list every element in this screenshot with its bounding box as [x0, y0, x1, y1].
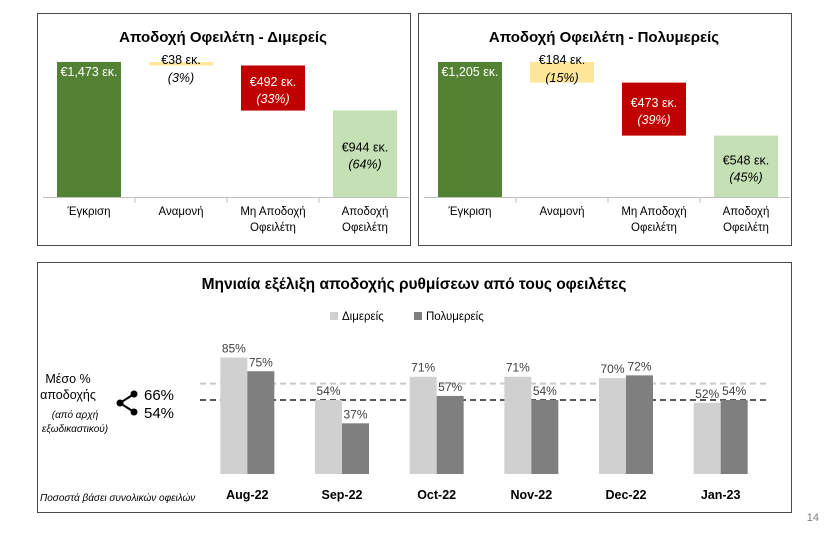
value-label-4: €548 εκ.	[723, 153, 770, 167]
bar-Dec-22-1	[599, 378, 626, 474]
legend-label-2: Πολυμερείς	[426, 311, 484, 323]
category-label: Sep-22	[322, 488, 363, 502]
pct-label-2: (3%)	[168, 71, 194, 85]
bar-Sep-22-2	[342, 423, 369, 474]
category-label: Οφειλέτη	[631, 222, 677, 234]
panel-bilateral: Αποδοχή Οφειλέτη - Διμερείς €1,473 εκ. €38…	[37, 13, 411, 246]
bar-1	[57, 62, 121, 197]
chart-title: Αποδοχή Οφειλέτη - Διμερείς	[119, 29, 327, 46]
value-label-2: €184 εκ.	[539, 53, 586, 67]
connector-dot	[130, 390, 138, 398]
category-label: Oct-22	[417, 488, 456, 502]
data-label: 54%	[533, 384, 557, 398]
data-label: 71%	[506, 361, 530, 375]
data-label: 54%	[722, 384, 746, 398]
pct-label-3: (33%)	[256, 92, 289, 106]
average-title: Μέσο %	[45, 372, 90, 386]
bar-Jan-23-1	[693, 402, 721, 474]
bar-Aug-22-1	[220, 357, 248, 474]
category-label: Jan-23	[701, 488, 741, 502]
category-label: Έγκριση	[66, 206, 110, 218]
category-label: Aug-22	[226, 488, 268, 502]
value-label-3: €473 εκ.	[631, 96, 678, 110]
category-label: Αναμονή	[158, 206, 203, 218]
data-label: 72%	[627, 359, 651, 373]
category-label: Έγκριση	[447, 206, 491, 218]
bar-2	[149, 62, 213, 66]
bar-Dec-22-2	[626, 375, 653, 474]
value-label-3: €492 εκ.	[250, 75, 297, 89]
bar-Sep-22-1	[315, 400, 342, 474]
panel-monthly: Μηνιαία εξέλιξη αποδοχής ρυθμίσεων από τ…	[37, 262, 792, 513]
bar-4	[714, 135, 778, 197]
average-note: (από αρχή	[52, 409, 99, 421]
bar-4	[333, 110, 397, 197]
category-label: Αποδοχή	[342, 206, 389, 218]
bar-2	[530, 62, 594, 83]
data-label: 85%	[222, 342, 246, 356]
data-label: 54%	[316, 384, 340, 398]
average-value-1: 66%	[144, 387, 174, 404]
category-label: Αποδοχή	[723, 206, 770, 218]
connector-dot	[130, 408, 138, 416]
data-label: 37%	[343, 407, 367, 421]
bilateral-waterfall-chart: Αποδοχή Οφειλέτη - Διμερείς €1,473 εκ. €38…	[43, 29, 411, 234]
data-label: 57%	[438, 380, 462, 394]
bar-1	[438, 62, 502, 197]
footnote: Ποσοστά βάσει συνολικών οφειλών	[40, 493, 196, 504]
bar-Nov-22-2	[531, 400, 559, 474]
average-note: εξωδικαστικού)	[42, 423, 108, 435]
panel-multilateral: Αποδοχή Οφειλέτη - Πολυμερείς €1,205 εκ. €…	[418, 13, 792, 246]
data-label: 71%	[411, 361, 435, 375]
pct-label-3: (39%)	[637, 113, 670, 127]
category-label: Μη Αποδοχή	[240, 206, 305, 218]
data-label: 52%	[695, 387, 719, 401]
pct-label-2: (15%)	[545, 71, 578, 85]
data-label: 75%	[249, 355, 273, 369]
bar-3	[241, 65, 305, 111]
data-label: 70%	[600, 362, 624, 376]
bar-Oct-22-2	[436, 395, 464, 474]
value-label-1: €1,205 εκ.	[441, 65, 498, 79]
average-value-2: 54%	[144, 405, 174, 422]
category-label: Μη Αποδοχή	[621, 206, 686, 218]
bar-Nov-22-1	[504, 376, 532, 474]
category-label: Οφειλέτη	[342, 222, 388, 234]
pct-label-4: (64%)	[348, 158, 381, 172]
connector-dot	[116, 399, 124, 407]
page-number: 14	[806, 512, 819, 524]
legend-swatch-1	[330, 312, 338, 320]
bar-3	[622, 82, 686, 136]
category-label: Οφειλέτη	[250, 222, 296, 234]
monthly-acceptance-chart: Μηνιαία εξέλιξη αποδοχής ρυθμίσεων από τ…	[40, 276, 768, 502]
value-label-4: €944 εκ.	[342, 141, 389, 155]
pct-label-4: (45%)	[729, 170, 762, 184]
bar-Aug-22-2	[247, 371, 275, 474]
bar-Oct-22-1	[409, 376, 437, 474]
category-label: Αναμονή	[539, 206, 584, 218]
legend-swatch-2	[414, 312, 422, 320]
category-label: Dec-22	[606, 488, 647, 502]
multilateral-waterfall-chart: Αποδοχή Οφειλέτη - Πολυμερείς €1,205 εκ. €…	[424, 29, 792, 234]
category-label: Οφειλέτη	[723, 222, 769, 234]
value-label-1: €1,473 εκ.	[60, 65, 117, 79]
legend-label-1: Διμερείς	[342, 311, 384, 323]
bar-Jan-23-2	[720, 400, 748, 474]
average-title: αποδοχής	[40, 388, 96, 402]
chart-title: Αποδοχή Οφειλέτη - Πολυμερείς	[489, 29, 719, 46]
category-label: Nov-22	[510, 488, 552, 502]
chart-title: Μηνιαία εξέλιξη αποδοχής ρυθμίσεων από τ…	[202, 276, 627, 293]
value-label-2: €38 εκ.	[161, 53, 201, 67]
